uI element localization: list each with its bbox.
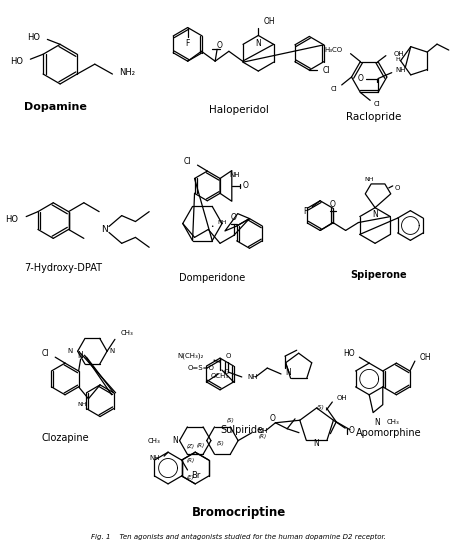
Text: F: F bbox=[185, 39, 190, 48]
Text: Haloperidol: Haloperidol bbox=[209, 104, 269, 115]
Text: HO: HO bbox=[343, 349, 355, 358]
Text: CH₃: CH₃ bbox=[387, 420, 400, 426]
Text: O: O bbox=[357, 74, 363, 83]
Text: OH: OH bbox=[336, 395, 347, 401]
Text: HO: HO bbox=[27, 33, 40, 42]
Text: O: O bbox=[243, 182, 248, 190]
Text: NH: NH bbox=[365, 178, 374, 183]
Text: C: C bbox=[224, 369, 229, 375]
Text: N: N bbox=[372, 210, 378, 219]
Text: Dopamine: Dopamine bbox=[24, 102, 87, 112]
Text: O: O bbox=[225, 353, 231, 359]
Text: OH: OH bbox=[420, 353, 431, 362]
Text: Raclopride: Raclopride bbox=[346, 112, 402, 122]
Text: O: O bbox=[395, 185, 400, 191]
Text: 7-Hydroxy-DPAT: 7-Hydroxy-DPAT bbox=[24, 263, 102, 273]
Text: NH₂: NH₂ bbox=[119, 68, 135, 76]
Text: HO: HO bbox=[5, 215, 18, 224]
Text: N: N bbox=[67, 348, 73, 354]
Text: N: N bbox=[314, 439, 319, 448]
Text: OCH₃: OCH₃ bbox=[211, 373, 229, 379]
Text: NH: NH bbox=[150, 455, 160, 461]
Text: N: N bbox=[100, 225, 108, 234]
Text: Domperidone: Domperidone bbox=[179, 273, 246, 283]
Text: Clozapine: Clozapine bbox=[41, 433, 89, 443]
Text: O: O bbox=[231, 213, 237, 222]
Text: (S): (S) bbox=[317, 405, 324, 410]
Text: (Z): (Z) bbox=[186, 444, 194, 449]
Text: Cl: Cl bbox=[184, 157, 191, 166]
Text: N: N bbox=[172, 436, 177, 445]
Text: Apomorphine: Apomorphine bbox=[356, 428, 421, 438]
Text: O=S=O: O=S=O bbox=[187, 365, 214, 371]
Text: Br: Br bbox=[191, 471, 201, 481]
Text: N(CH₃)₂: N(CH₃)₂ bbox=[178, 353, 204, 359]
Text: NH: NH bbox=[217, 220, 227, 225]
Text: CH₃: CH₃ bbox=[147, 438, 160, 444]
Text: OH: OH bbox=[263, 17, 275, 26]
Text: H₃CO: H₃CO bbox=[325, 47, 343, 53]
Text: O: O bbox=[348, 426, 354, 434]
Text: (R): (R) bbox=[196, 443, 204, 448]
Text: Spiperone: Spiperone bbox=[351, 270, 407, 280]
Text: (E): (E) bbox=[186, 475, 194, 481]
Text: CH₃: CH₃ bbox=[121, 331, 134, 337]
Text: NH: NH bbox=[258, 428, 268, 434]
Text: NH: NH bbox=[247, 374, 258, 380]
Text: NH: NH bbox=[78, 402, 87, 407]
Text: O: O bbox=[330, 200, 336, 209]
Text: (S): (S) bbox=[217, 441, 224, 446]
Text: Cl: Cl bbox=[374, 101, 381, 107]
Text: Cl: Cl bbox=[42, 349, 49, 358]
Text: Cl: Cl bbox=[323, 65, 330, 75]
Text: F: F bbox=[303, 207, 307, 216]
Text: Cl: Cl bbox=[331, 86, 338, 92]
Text: NH: NH bbox=[230, 172, 240, 178]
Text: •: • bbox=[210, 224, 214, 229]
Text: Bromocriptine: Bromocriptine bbox=[191, 506, 286, 519]
Text: Fig. 1    Ten agonists and antagonists studied for the human dopamine D2 recepto: Fig. 1 Ten agonists and antagonists stud… bbox=[91, 534, 386, 541]
Text: N: N bbox=[374, 418, 380, 427]
Text: N: N bbox=[78, 351, 83, 360]
Text: Sulpiride: Sulpiride bbox=[220, 425, 263, 436]
Text: N: N bbox=[285, 367, 291, 377]
Text: O: O bbox=[217, 41, 223, 50]
Text: NH: NH bbox=[396, 67, 406, 73]
Text: N: N bbox=[109, 348, 115, 354]
Text: OH: OH bbox=[394, 51, 404, 57]
Text: (S): (S) bbox=[227, 419, 234, 424]
Text: (R): (R) bbox=[259, 434, 267, 439]
Text: O: O bbox=[270, 414, 275, 424]
Text: N: N bbox=[255, 39, 261, 48]
Text: H: H bbox=[396, 57, 401, 62]
Text: (R): (R) bbox=[186, 458, 194, 463]
Text: HO: HO bbox=[10, 57, 24, 65]
